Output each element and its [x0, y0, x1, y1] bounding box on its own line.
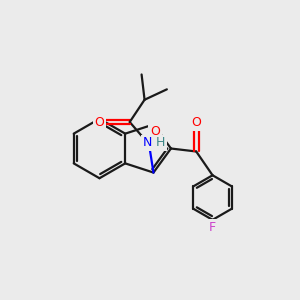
- Text: N: N: [143, 136, 152, 149]
- Text: O: O: [150, 124, 160, 137]
- Text: F: F: [209, 221, 216, 234]
- Text: O: O: [191, 116, 201, 129]
- Text: O: O: [94, 116, 104, 128]
- Text: H: H: [156, 136, 165, 149]
